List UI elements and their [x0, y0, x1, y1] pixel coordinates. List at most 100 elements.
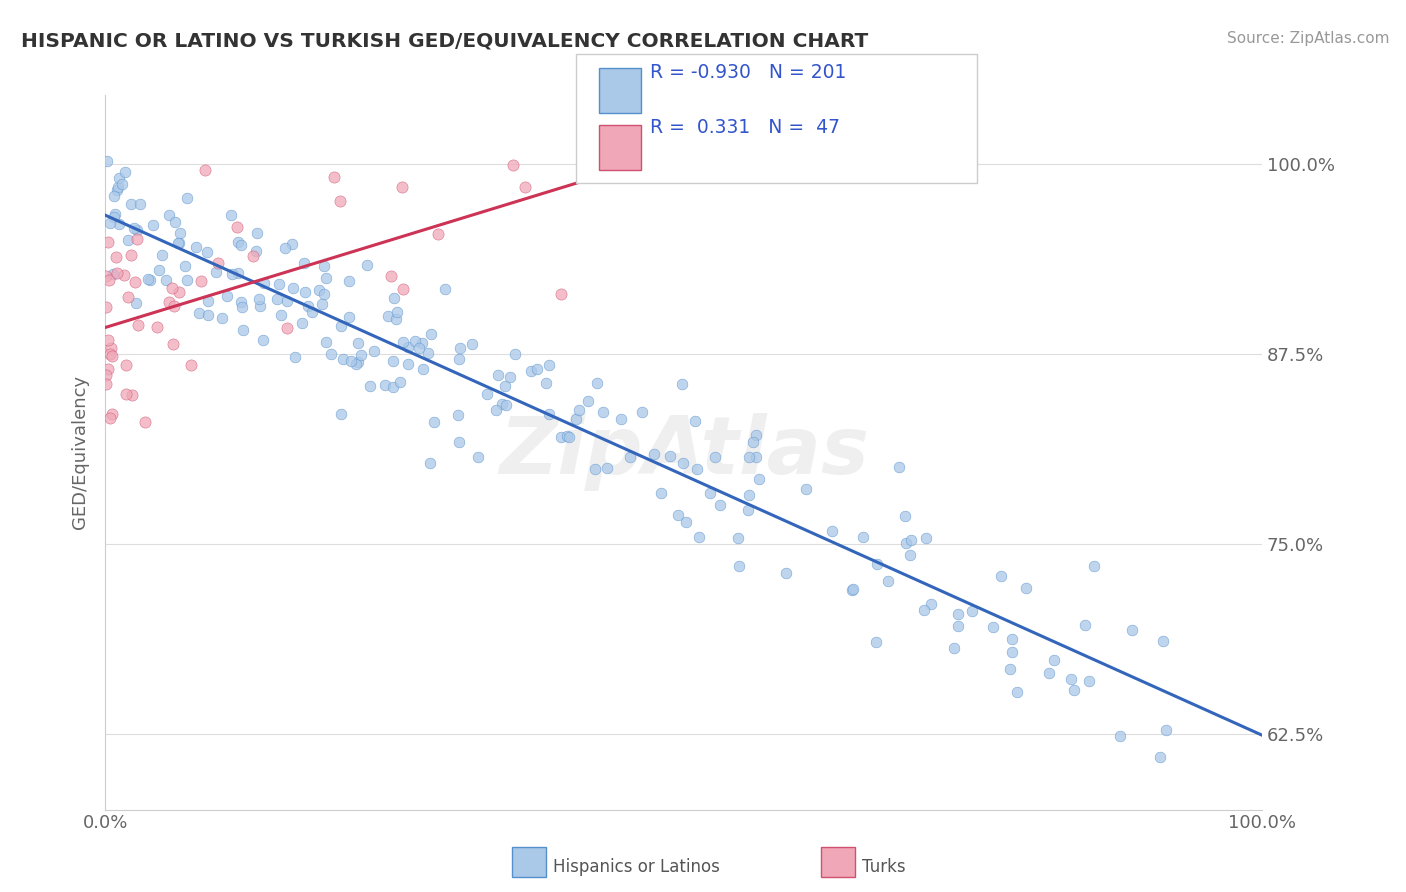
- Point: [1154, 723, 1177, 737]
- Point: [115, 387, 138, 401]
- Point: [1038, 665, 1060, 680]
- Point: [1083, 558, 1105, 573]
- Point: [1077, 673, 1099, 688]
- Point: [319, 347, 342, 361]
- Point: [194, 163, 217, 178]
- Point: [842, 582, 865, 596]
- Point: [419, 456, 441, 470]
- Point: [1121, 623, 1143, 637]
- Point: [232, 323, 254, 337]
- Point: [412, 362, 434, 376]
- Point: [292, 256, 315, 270]
- Point: [121, 388, 143, 402]
- Point: [377, 310, 399, 324]
- Point: [157, 208, 180, 222]
- Point: [283, 281, 305, 295]
- Point: [117, 233, 139, 247]
- Text: Turks: Turks: [862, 858, 905, 876]
- Point: [337, 274, 360, 288]
- Point: [315, 335, 337, 350]
- Point: [111, 178, 134, 192]
- Point: [247, 292, 270, 306]
- Point: [266, 293, 288, 307]
- Point: [120, 248, 142, 262]
- Point: [727, 532, 749, 546]
- Point: [252, 333, 274, 347]
- Point: [96, 153, 118, 168]
- Point: [284, 350, 307, 364]
- Point: [537, 407, 560, 421]
- Text: R = -0.930   N = 201: R = -0.930 N = 201: [650, 62, 846, 82]
- Point: [344, 357, 367, 371]
- Point: [666, 508, 689, 522]
- Point: [242, 249, 264, 263]
- Point: [322, 169, 344, 184]
- Point: [737, 503, 759, 517]
- Point: [392, 282, 415, 296]
- Point: [794, 483, 817, 497]
- Point: [155, 273, 177, 287]
- Point: [134, 415, 156, 429]
- Point: [231, 300, 253, 314]
- Point: [565, 412, 588, 426]
- Point: [385, 312, 408, 326]
- Point: [502, 158, 524, 172]
- Point: [1005, 685, 1028, 699]
- Point: [103, 211, 125, 225]
- Point: [380, 268, 402, 283]
- Point: [107, 180, 129, 194]
- Point: [97, 235, 120, 250]
- Point: [877, 574, 900, 589]
- Point: [592, 405, 614, 419]
- Point: [526, 361, 548, 376]
- Point: [337, 310, 360, 324]
- Point: [100, 341, 122, 355]
- Point: [920, 598, 942, 612]
- Point: [253, 276, 276, 290]
- Point: [396, 339, 419, 353]
- Point: [610, 411, 633, 425]
- Point: [157, 295, 180, 310]
- Point: [748, 472, 770, 486]
- Point: [347, 336, 370, 351]
- Point: [381, 354, 404, 368]
- Point: [207, 256, 229, 270]
- Point: [188, 306, 211, 320]
- Point: [246, 227, 269, 241]
- Point: [387, 304, 409, 318]
- Point: [308, 283, 330, 297]
- Point: [124, 276, 146, 290]
- Point: [124, 221, 146, 235]
- Point: [898, 548, 921, 562]
- Point: [136, 272, 159, 286]
- Point: [350, 348, 373, 362]
- Text: HISPANIC OR LATINO VS TURKISH GED/EQUIVALENCY CORRELATION CHART: HISPANIC OR LATINO VS TURKISH GED/EQUIVA…: [21, 31, 869, 50]
- Point: [688, 530, 710, 544]
- Point: [1060, 673, 1083, 687]
- Point: [98, 411, 121, 425]
- Point: [491, 397, 513, 411]
- Point: [519, 363, 541, 377]
- Point: [312, 259, 335, 273]
- Point: [146, 319, 169, 334]
- Point: [311, 297, 333, 311]
- Point: [946, 607, 969, 622]
- Point: [619, 450, 641, 465]
- Point: [1063, 683, 1085, 698]
- Point: [165, 215, 187, 229]
- Point: [962, 604, 984, 618]
- Point: [550, 287, 572, 301]
- Point: [105, 266, 128, 280]
- Point: [249, 299, 271, 313]
- Point: [180, 358, 202, 372]
- Point: [426, 227, 449, 241]
- Point: [127, 318, 149, 332]
- Point: [176, 191, 198, 205]
- Point: [197, 293, 219, 308]
- Point: [558, 430, 581, 444]
- Point: [550, 430, 572, 444]
- Point: [103, 189, 125, 203]
- Point: [382, 380, 405, 394]
- Point: [586, 376, 609, 390]
- Point: [125, 295, 148, 310]
